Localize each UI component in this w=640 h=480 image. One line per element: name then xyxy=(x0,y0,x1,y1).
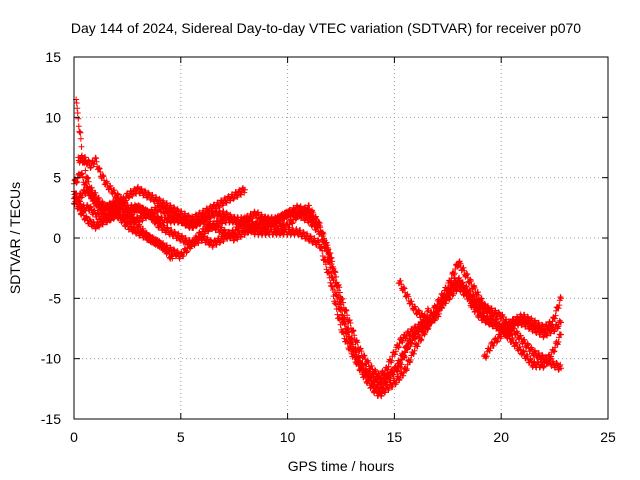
grid xyxy=(74,57,608,419)
y-tick-label-6: 15 xyxy=(45,49,61,65)
chart-title: Day 144 of 2024, Sidereal Day-to-day VTE… xyxy=(71,20,581,36)
series-6-markers xyxy=(481,294,564,361)
series-3-markers xyxy=(73,96,432,395)
y-tick-label-2: -5 xyxy=(49,290,62,306)
x-tick-label-4: 20 xyxy=(493,429,509,445)
x-tick-label-0: 0 xyxy=(70,429,78,445)
y-tick-labels: -15 -10 -5 0 5 10 15 xyxy=(41,49,61,427)
x-tick-label-2: 10 xyxy=(280,429,296,445)
y-tick-label-0: -15 xyxy=(41,411,61,427)
data-points xyxy=(71,96,564,400)
series-6 xyxy=(481,294,564,361)
y-tick-label-1: -10 xyxy=(41,351,61,367)
x-tick-label-5: 25 xyxy=(600,429,616,445)
x-axis-title: GPS time / hours xyxy=(288,458,395,474)
y-tick-label-3: 0 xyxy=(53,230,61,246)
y-axis-title: SDTVAR / TECUs xyxy=(7,182,23,294)
y-tick-label-5: 10 xyxy=(45,109,61,125)
series-3 xyxy=(73,96,432,395)
axis-ticks xyxy=(73,56,609,420)
series-5 xyxy=(395,277,564,371)
x-tick-label-3: 15 xyxy=(387,429,403,445)
y-tick-label-4: 5 xyxy=(53,170,61,186)
series-5-markers xyxy=(395,277,564,371)
x-tick-label-1: 5 xyxy=(177,429,185,445)
x-tick-labels: 0 5 10 15 20 25 xyxy=(70,429,616,445)
